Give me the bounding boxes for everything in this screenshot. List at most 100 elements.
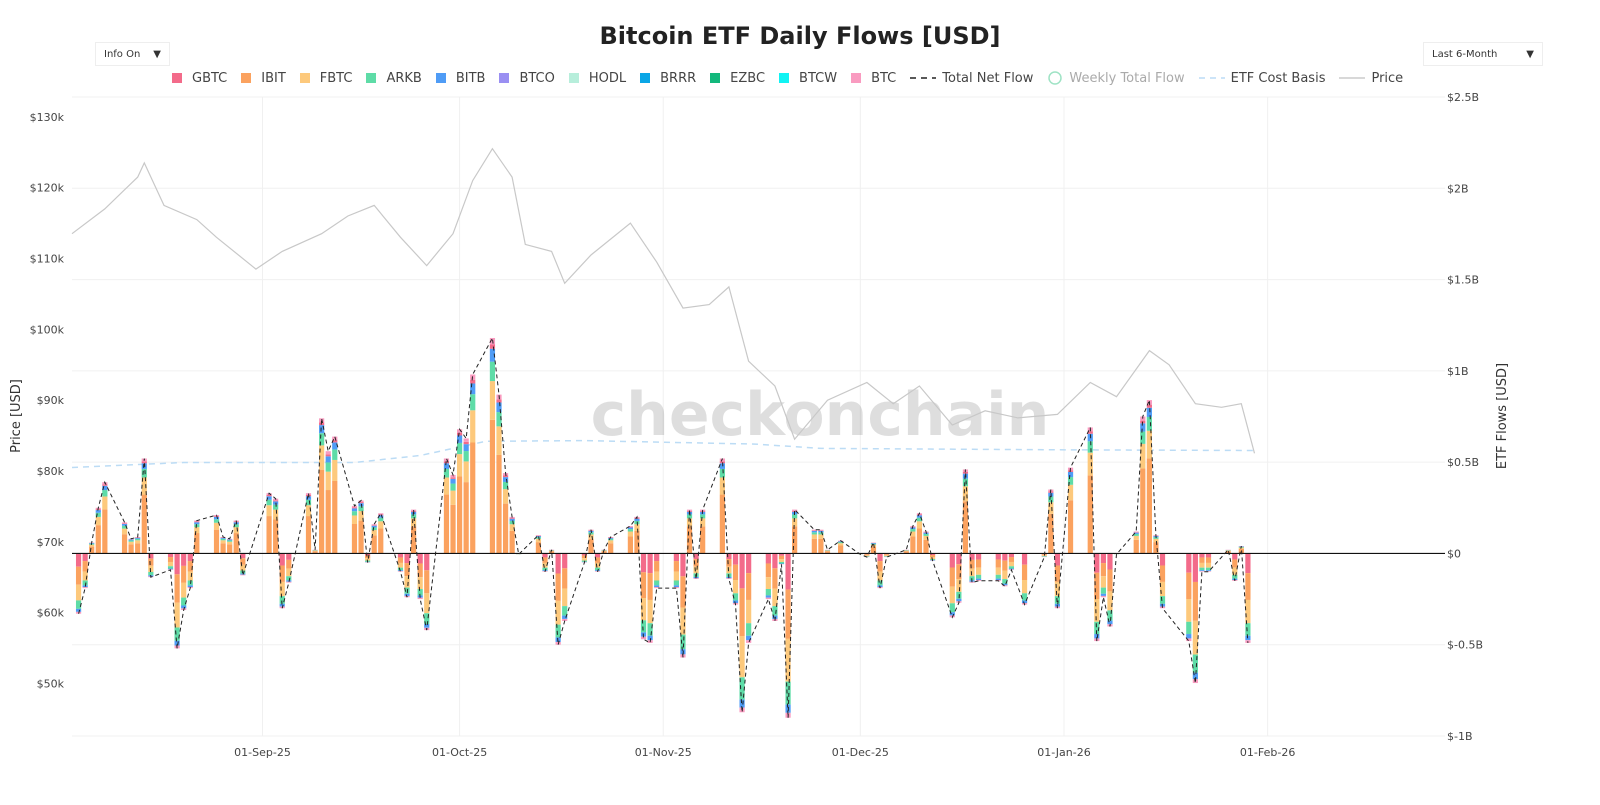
legend-item-arkb[interactable]: ARKB [366, 71, 422, 86]
flow-bar-btc [397, 571, 404, 572]
flow-bar-gbtc [1146, 404, 1152, 408]
legend-item-bitb[interactable]: BITB [435, 71, 485, 86]
flow-bar-fbtc [95, 516, 101, 526]
flow-bar-fbtc [640, 598, 647, 621]
flow-bar-ibit [187, 561, 193, 572]
flow-bar-bitb [838, 541, 844, 543]
flow-bar-ibit [726, 559, 732, 567]
flow-bar-fbtc [956, 579, 962, 592]
legend-item-ibit[interactable]: IBIT [241, 71, 286, 86]
flow-bar-arkb [627, 529, 633, 532]
legend-item-price[interactable]: Price [1339, 71, 1403, 86]
flow-bar-bitb [1021, 600, 1028, 604]
flow-bar-arkb [1232, 574, 1238, 579]
flow-bar-fbtc [509, 524, 515, 531]
flow-bar-ibit [135, 543, 141, 554]
legend-item-hodl[interactable]: HODL [568, 71, 626, 86]
flow-bar-fbtc [358, 511, 364, 521]
flow-bar-ibit [378, 528, 384, 554]
flow-bar-fbtc [496, 426, 502, 455]
flow-bar-bitb [95, 510, 101, 513]
flow-bar-arkb [884, 556, 890, 557]
flow-bar-arkb [594, 567, 601, 571]
flow-bar-ibit [273, 519, 279, 554]
flow-bar-fbtc [227, 541, 233, 545]
left-axis-tick-label: $110k [30, 253, 65, 266]
flow-bar-ibit [358, 520, 364, 554]
flow-bar-fbtc [673, 571, 679, 581]
flow-bar-btc [121, 522, 128, 524]
legend-item-btcw[interactable]: BTCW [779, 71, 837, 86]
flow-bar-gbtc [680, 553, 686, 577]
flow-bar-fbtc [581, 558, 588, 561]
flow-bar-bitb [332, 442, 338, 450]
flow-bar-fbtc [884, 555, 890, 557]
flow-bar-bitb [949, 612, 955, 616]
flow-bar-ibit [1186, 572, 1192, 599]
flow-bar-ibit [365, 555, 371, 559]
legend-item-total-net-flow[interactable]: Total Net Flow [910, 71, 1033, 86]
left-axis-tick-label: $90k [37, 394, 65, 407]
flow-bar-bitb [167, 568, 174, 570]
flow-bar-arkb [417, 589, 423, 596]
legend-item-brrr[interactable]: BRRR [640, 71, 696, 86]
legend-item-fbtc[interactable]: FBTC [299, 71, 352, 86]
legend-item-gbtc[interactable]: GBTC [172, 71, 227, 86]
info-toggle-dropdown[interactable]: Info On ▼ [95, 42, 170, 66]
flow-bar-ibit [450, 504, 456, 554]
flow-bar-bitb [995, 578, 1001, 580]
flow-bar-bitb [75, 608, 82, 612]
flow-bar-fbtc [1140, 443, 1146, 469]
flow-bar-bitb [562, 615, 568, 619]
flow-bar-fbtc [962, 486, 969, 502]
flow-bar-fbtc [732, 580, 739, 594]
flow-bar-gbtc [181, 553, 187, 566]
flow-bar-arkb [962, 478, 969, 487]
flow-bar-ibit [167, 557, 174, 562]
flow-bar-arkb [975, 574, 982, 579]
flow-bar-btc [562, 618, 568, 621]
flow-bar-bitb [470, 383, 476, 395]
flow-bar-arkb [1107, 610, 1113, 621]
flow-bar-gbtc [174, 553, 180, 575]
flow-bar-bitb [818, 530, 824, 533]
legend-item-weekly-total-flow[interactable]: Weekly Total Flow [1047, 70, 1185, 86]
flow-bar-btc [1199, 571, 1205, 572]
flow-bar-fbtc [916, 521, 923, 529]
legend-item-etf-cost-basis[interactable]: ETF Cost Basis [1198, 71, 1325, 86]
flow-bar-bitb [443, 463, 450, 469]
flow-bar-ibit [424, 570, 430, 594]
legend-item-btc[interactable]: BTC [851, 71, 896, 86]
flow-bar-fbtc [903, 550, 909, 552]
left-axis-tick-label: $60k [37, 607, 65, 620]
flow-bar-btc [456, 429, 463, 434]
flow-bar-fbtc [542, 562, 548, 568]
legend-item-btco[interactable]: BTCO [499, 71, 555, 86]
flow-bar-btc [358, 500, 364, 503]
flow-bar-gbtc [456, 433, 463, 436]
flow-bar-ibit [82, 561, 88, 572]
flow-bar-gbtc [627, 526, 633, 528]
flow-bar-gbtc [75, 553, 82, 567]
legend-item-ezbc[interactable]: EZBC [710, 71, 765, 86]
flow-bar-fbtc [995, 567, 1001, 575]
flow-bar-fbtc [463, 461, 469, 483]
left-axis-tick-label: $50k [37, 678, 65, 691]
flow-bar-fbtc [778, 559, 785, 562]
flow-bar-fbtc [194, 527, 200, 534]
flow-bar-bitb [1107, 620, 1113, 625]
flow-bar-bitb [187, 585, 193, 588]
flow-bar-ibit [746, 573, 752, 600]
flow-bar-bitb [739, 699, 745, 708]
x-axis-tick-label: 01-Oct-25 [432, 746, 487, 759]
right-axis-title: ETF Flows [USD] [1495, 363, 1510, 469]
flow-bar-ibit [1002, 560, 1008, 571]
flow-bar-ibit [811, 538, 817, 554]
flow-bar-bitb [102, 485, 108, 491]
flow-bar-fbtc [75, 584, 82, 601]
flow-bar-arkb [220, 538, 226, 541]
range-select-dropdown[interactable]: Last 6-Month ▼ [1423, 42, 1543, 66]
flow-bar-gbtc [962, 471, 969, 474]
flow-bar-fbtc [1002, 570, 1008, 580]
